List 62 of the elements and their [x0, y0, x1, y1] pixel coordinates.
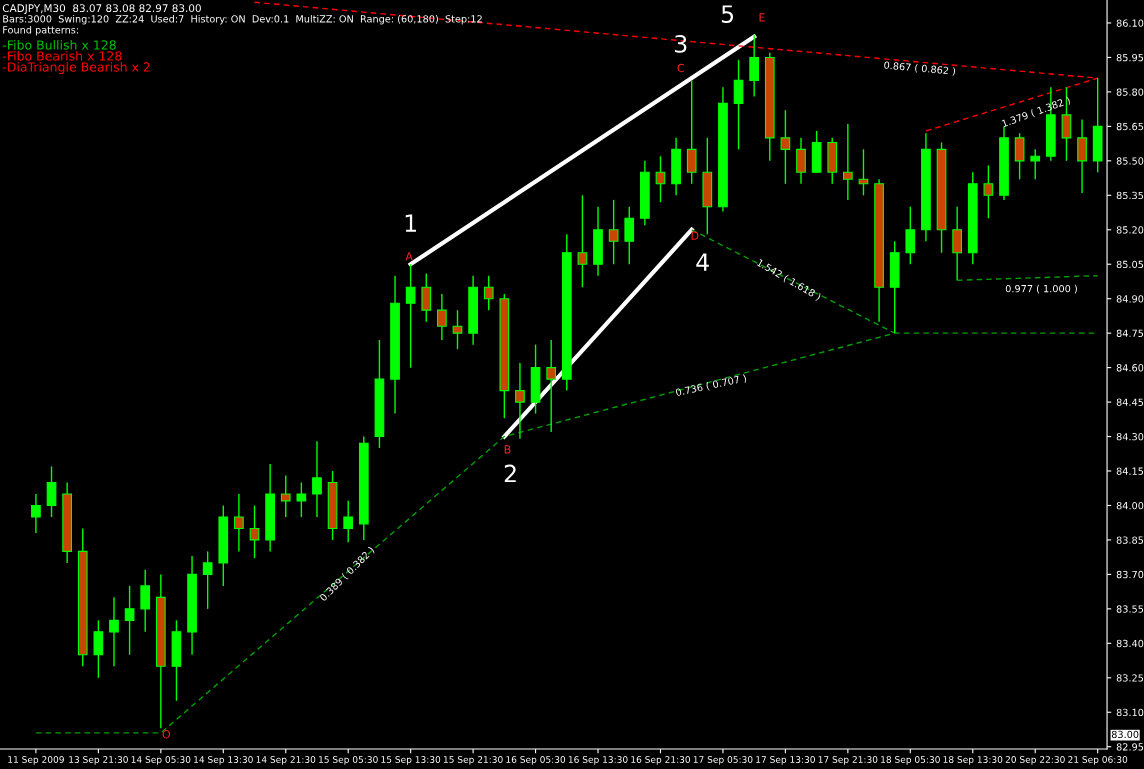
- x-tick-label: 17 Sep 21:30: [818, 756, 878, 765]
- y-tick-label: 84.75: [1116, 329, 1144, 337]
- annotation: O: [162, 730, 171, 739]
- annotation: A: [405, 252, 413, 261]
- annotation: 1: [405, 214, 416, 232]
- x-tick-label: 20 Sep 22:30: [1005, 756, 1065, 765]
- y-tick-label: 83.10: [1116, 708, 1144, 717]
- x-tick-label: 14 Sep 13:30: [194, 756, 253, 765]
- y-tick-label: 85.65: [1116, 122, 1144, 131]
- annotation: -Fibo Bearish x 128: [2, 51, 122, 61]
- annotation: 3: [675, 34, 687, 53]
- y-tick-label: 86.10: [1116, 19, 1144, 27]
- y-tick-label: 85.50: [1116, 157, 1144, 165]
- x-tick-label: 14 Sep 05:30: [131, 756, 191, 765]
- y-tick-label: 85.20: [1116, 226, 1144, 234]
- annotation: Bars:3000 Swing:120 ZZ:24 Used:7 History: ON Dev:0.1 MultiZZ: ON Range: (60,180) Step:12: [3, 15, 482, 25]
- y-tick-label: 83.85: [1116, 536, 1144, 544]
- y-tick-label: 85.05: [1116, 260, 1144, 269]
- x-tick-label: 17 Sep 05:30: [693, 756, 753, 765]
- annotation: 0.977 ( 1.000 ): [1005, 284, 1077, 294]
- annotation: 5: [721, 5, 734, 23]
- y-tick-label: 83.25: [1116, 674, 1144, 682]
- x-tick-label: 18 Sep 13:30: [943, 756, 1003, 765]
- annotation: 4: [696, 253, 709, 271]
- y-tick-label: 85.95: [1116, 53, 1144, 62]
- annotation: D: [691, 231, 699, 240]
- x-tick-label: 15 Sep 05:30: [319, 756, 378, 765]
- x-tick-label: 17 Sep 13:30: [756, 756, 815, 765]
- annotation: 2: [504, 464, 516, 483]
- y-tick-label: 84.30: [1116, 433, 1144, 441]
- x-tick-label: 14 Sep 21:30: [256, 756, 316, 765]
- y-tick-label: 85.80: [1116, 88, 1144, 96]
- y-tick-label: 83.55: [1116, 605, 1144, 613]
- x-tick-label: 13 Sep 21:30: [69, 756, 128, 765]
- text: 83.00: [1111, 730, 1139, 739]
- y-tick-label: 84.15: [1116, 467, 1144, 475]
- y-tick-label: 85.35: [1116, 191, 1144, 200]
- annotation: 0.867 ( 0.862 ): [883, 61, 956, 76]
- x-tick-label: 15 Sep 21:30: [443, 756, 503, 765]
- annotation: -Fibo Bullish x 128: [2, 40, 116, 50]
- y-tick-label: 83.40: [1116, 639, 1144, 648]
- x-tick-label: 21 Sep 06:30: [1068, 756, 1128, 765]
- y-tick-label: 83.70: [1116, 570, 1144, 579]
- annotation: Found patterns:: [3, 26, 78, 36]
- annotation: 0.736 ( 0.707 ): [675, 374, 747, 398]
- annotation: -DiaTriangle Bearish x 2: [2, 62, 150, 75]
- x-tick-label: 15 Sep 13:30: [381, 756, 441, 765]
- y-tick-label: 84.45: [1116, 398, 1144, 406]
- x-tick-label: 18 Sep 05:30: [881, 756, 940, 765]
- annotation: B: [504, 445, 511, 454]
- y-tick-label: 84.60: [1116, 364, 1144, 372]
- x-tick-label: 11 Sep 2009: [8, 756, 64, 765]
- y-tick-label: 82.95: [1116, 743, 1144, 751]
- annotation: E: [759, 13, 765, 22]
- annotation: C: [677, 63, 685, 73]
- y-tick-label: 84.00: [1116, 501, 1144, 510]
- x-tick-label: 16 Sep 21:30: [631, 756, 691, 765]
- y-tick-label: 84.90: [1116, 295, 1144, 303]
- x-tick-label: 16 Sep 13:30: [568, 756, 628, 765]
- x-tick-label: 16 Sep 05:30: [506, 756, 566, 765]
- annotation: 1.379 ( 1.382 ): [1001, 96, 1071, 129]
- annotation: CADJPY,M30 83.07 83.08 82.97 83.00: [2, 4, 201, 14]
